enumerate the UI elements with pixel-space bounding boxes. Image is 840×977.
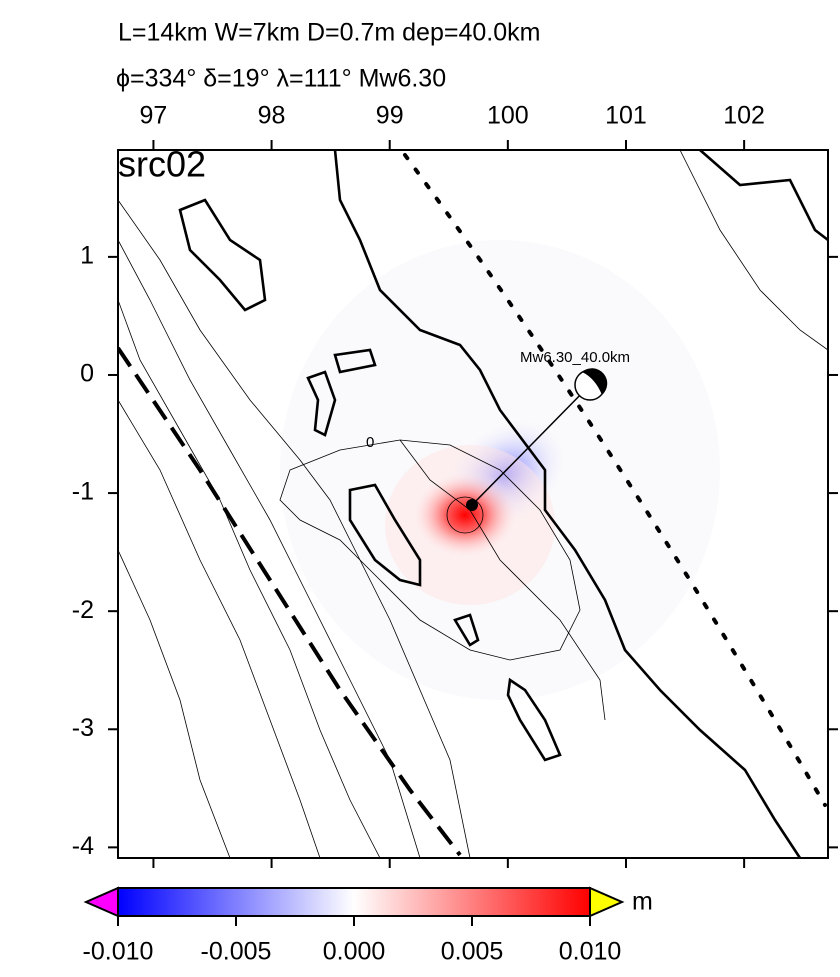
coastline	[333, 150, 802, 858]
source-label: Mw6.30_40.0km	[520, 349, 630, 366]
y-tick-label: -3	[72, 714, 94, 742]
label-bg	[222, 140, 332, 190]
y-tick-label: 0	[80, 360, 94, 388]
x-tick-label: 99	[376, 102, 404, 130]
offset-line	[471, 384, 591, 506]
x-tick-label: 102	[723, 102, 765, 130]
x-tick-label: 97	[140, 102, 168, 130]
island	[333, 348, 377, 374]
map-area	[118, 150, 828, 858]
contour	[118, 399, 321, 858]
colorbar-tick-label: -0.010	[83, 938, 154, 966]
colorbar-tick-label: -0.005	[201, 938, 272, 966]
y-tick-label: 1	[80, 241, 94, 269]
y-tick-label: -4	[72, 832, 94, 860]
island	[178, 198, 267, 312]
zero-contour	[279, 439, 581, 661]
colorbar-tick-label: 0.000	[323, 938, 386, 966]
contour	[118, 199, 471, 858]
colorbar-tick-label: 0.005	[441, 938, 504, 966]
panel-label: src02	[118, 144, 206, 185]
x-tick-label: 98	[258, 102, 286, 130]
contour	[118, 549, 231, 858]
uplift-lobe	[410, 470, 520, 560]
coastline	[699, 150, 828, 242]
colorbar-low	[83, 886, 119, 918]
island	[506, 677, 562, 762]
trench-dotted	[403, 153, 827, 807]
x-tick-label: 101	[605, 102, 647, 130]
island	[306, 370, 337, 437]
colorbar-unit: m	[632, 888, 653, 916]
contour	[118, 239, 421, 858]
x-tick-label: 100	[487, 102, 529, 130]
epicenter	[466, 499, 478, 511]
colorbar-high	[589, 886, 625, 918]
contour	[446, 496, 484, 534]
title-line2: ϕ=334° δ=19° λ=111° Mw6.30	[116, 65, 446, 93]
y-tick-label: -2	[72, 596, 94, 624]
colorbar	[117, 887, 591, 917]
contour	[679, 150, 828, 351]
island	[348, 483, 422, 587]
title-line1: L=14km W=7km D=0.7m dep=40.0km	[118, 19, 540, 47]
beachball-quadrant	[582, 368, 608, 395]
contour	[118, 299, 381, 858]
island	[453, 613, 480, 647]
contour	[399, 439, 606, 721]
colorbar-tick-label: 0.010	[559, 938, 622, 966]
map-frame	[117, 149, 829, 859]
contour-label: 0	[366, 434, 374, 451]
y-tick-label: -1	[72, 478, 94, 506]
